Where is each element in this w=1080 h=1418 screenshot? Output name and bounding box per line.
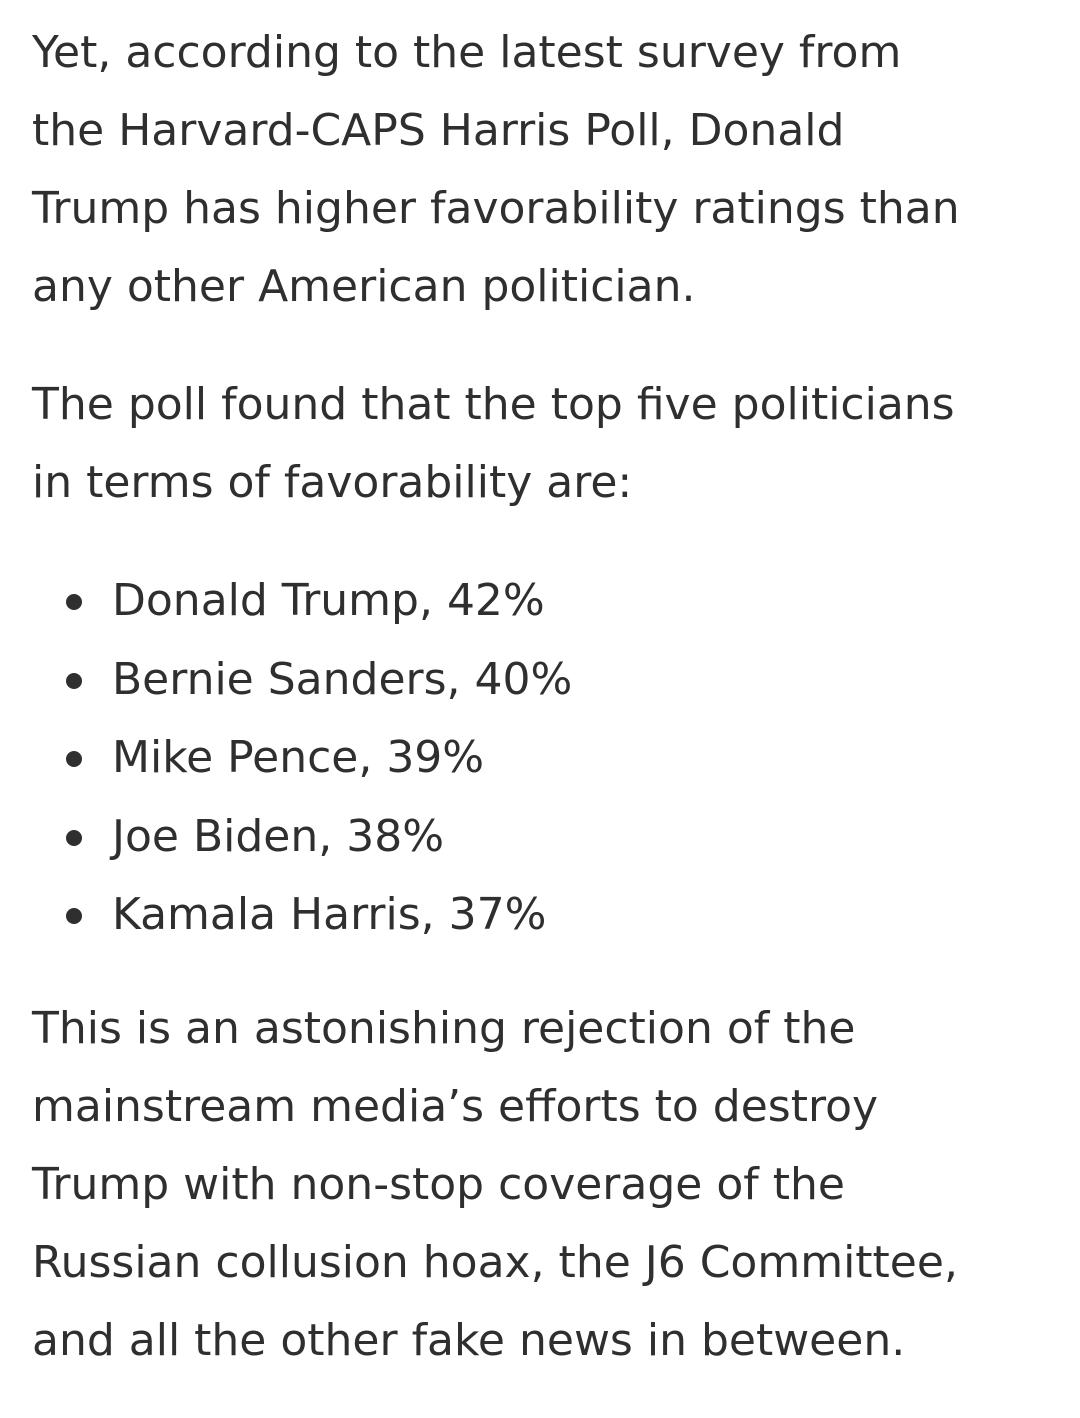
- list-item: Mike Pence, 39%: [0, 719, 572, 798]
- text-line: the Harvard-CAPS Harris Poll, Donald: [32, 105, 845, 156]
- bullet-icon: [66, 594, 82, 610]
- paragraph-survey-intro: Yet, according to the latest survey from…: [32, 14, 960, 326]
- text-line: The poll found that the top five politic…: [32, 379, 955, 430]
- list-item-text: Donald Trump, 42%: [112, 575, 545, 626]
- bullet-icon: [66, 672, 82, 689]
- text-line: mainstream media’s efforts to destroy: [32, 1081, 879, 1132]
- bullet-icon: [66, 829, 82, 846]
- paragraph-conclusion: This is an astonishing rejection of the …: [32, 990, 958, 1380]
- bullet-icon: [66, 751, 82, 767]
- text-line: any other American politician.: [32, 261, 696, 312]
- paragraph-poll-findings: The poll found that the top five politic…: [32, 366, 955, 522]
- list-item: Donald Trump, 42%: [0, 562, 572, 641]
- list-item: Bernie Sanders, 40%: [0, 641, 572, 720]
- list-item-text: Bernie Sanders, 40%: [112, 653, 573, 705]
- list-item-text: Joe Biden, 38%: [112, 810, 445, 862]
- text-line: in terms of favorability are:: [32, 457, 633, 508]
- list-item-text: Kamala Harris, 37%: [112, 889, 547, 940]
- bullet-icon: [66, 908, 82, 924]
- favorability-list: Donald Trump, 42% Bernie Sanders, 40% Mi…: [0, 562, 572, 955]
- text-line: Trump with non-stop coverage of the: [32, 1159, 845, 1210]
- text-line: Russian collusion hoax, the J6 Committee…: [32, 1237, 958, 1288]
- text-line: This is an astonishing rejection of the: [32, 1003, 856, 1054]
- text-line: Yet, according to the latest survey from: [32, 27, 902, 78]
- list-item-text: Mike Pence, 39%: [112, 732, 485, 783]
- list-item: Joe Biden, 38%: [0, 798, 572, 877]
- list-item: Kamala Harris, 37%: [0, 876, 572, 955]
- text-line: Trump has higher favorability ratings th…: [32, 183, 960, 234]
- text-line: and all the other fake news in between.: [32, 1315, 906, 1366]
